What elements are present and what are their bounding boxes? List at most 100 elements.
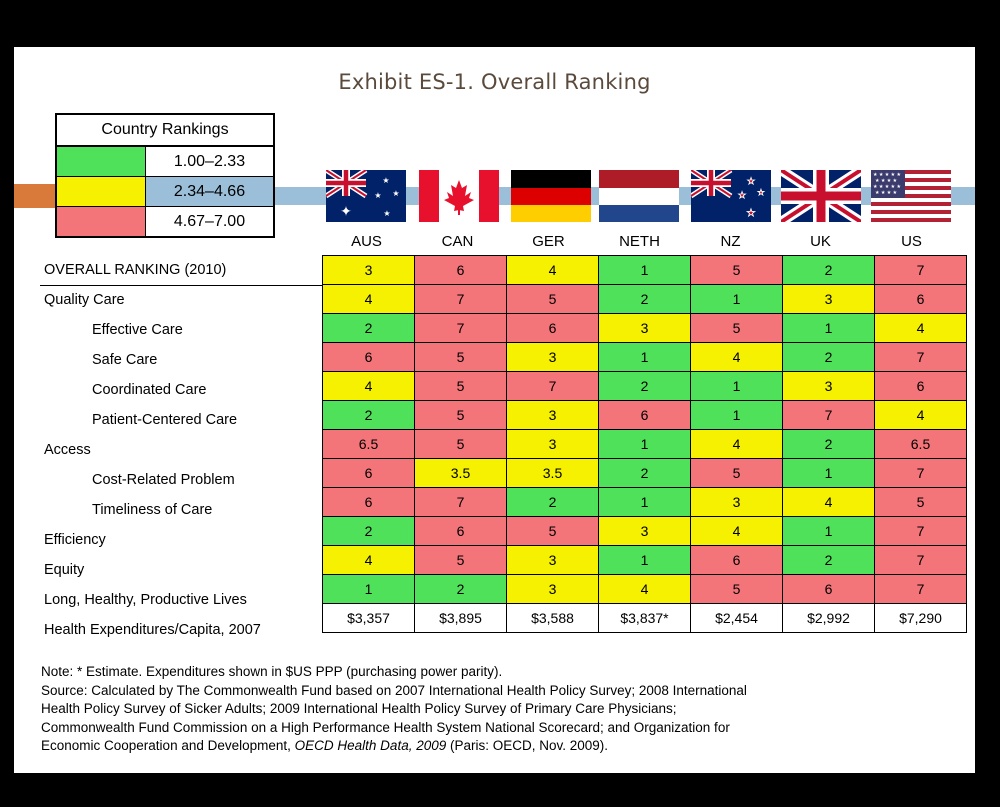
rank-cell: 4: [874, 400, 967, 430]
rank-cell: 3: [598, 516, 691, 546]
rank-cell: 5: [690, 458, 783, 488]
source-text: (Paris: OECD, Nov. 2009).: [446, 738, 609, 753]
rank-cell: $3,357: [322, 603, 415, 633]
svg-text:★ ★ ★ ★: ★ ★ ★ ★: [875, 178, 898, 184]
rank-cell: 3: [782, 284, 875, 314]
legend-swatch-red: [57, 207, 146, 236]
rank-cell: 5: [690, 574, 783, 604]
table-row: 6.5 5 3 1 4 2 6.5: [322, 429, 967, 459]
rank-cell: 4: [690, 516, 783, 546]
canada-flag-icon: [419, 170, 499, 222]
svg-text:★ ★ ★ ★: ★ ★ ★ ★: [875, 190, 898, 196]
rank-cell: 4: [322, 545, 415, 575]
rank-cell: 3: [322, 255, 415, 285]
legend-range: 2.34–4.66: [146, 177, 273, 206]
svg-text:★: ★: [392, 189, 399, 198]
row-label-effective-care: Effective Care: [92, 322, 183, 338]
rank-cell: 6: [322, 458, 415, 488]
rank-cell: 7: [874, 516, 967, 546]
row-label-timeliness-of-care: Timeliness of Care: [92, 502, 213, 518]
rank-cell: $3,895: [414, 603, 507, 633]
exhibit-title: Exhibit ES-1. Overall Ranking: [338, 70, 651, 94]
legend-header: Country Rankings: [57, 115, 273, 147]
rank-cell: 5: [414, 545, 507, 575]
rank-cell: 2: [782, 255, 875, 285]
netherlands-flag-icon: [599, 170, 679, 222]
row-label-safe-care: Safe Care: [92, 352, 158, 368]
rank-cell: 1: [598, 545, 691, 575]
svg-text:★: ★: [757, 188, 764, 197]
rank-cell: 5: [690, 255, 783, 285]
rank-cell: 3: [782, 371, 875, 401]
australia-flag-icon: ✦ ★ ★ ★ ★: [326, 170, 406, 222]
rank-cell: 2: [782, 545, 875, 575]
rank-cell: 7: [506, 371, 599, 401]
row-label-coordinated-care: Coordinated Care: [92, 382, 207, 398]
rank-cell: 6: [322, 487, 415, 517]
slide: Exhibit ES-1. Overall Ranking Country Ra…: [14, 47, 975, 773]
row-label-access: Access: [44, 442, 91, 458]
source-text: Economic Cooperation and Development,: [41, 738, 295, 753]
rank-cell: 2: [506, 487, 599, 517]
source-line: Source: Calculated by The Commonwealth F…: [41, 682, 747, 698]
source-line: Health Policy Survey of Sicker Adults; 2…: [41, 701, 677, 716]
rank-cell: 3: [598, 313, 691, 343]
rank-cell: 6: [414, 255, 507, 285]
rank-cell: 3: [506, 574, 599, 604]
rank-cell: 4: [874, 313, 967, 343]
rank-cell: 1: [690, 371, 783, 401]
rank-cell: 6: [598, 400, 691, 430]
rank-cell: 5: [414, 342, 507, 372]
svg-text:★: ★: [374, 191, 381, 200]
row-label-long-healthy-productive-lives: Long, Healthy, Productive Lives: [44, 592, 247, 608]
rank-cell: 7: [874, 574, 967, 604]
rank-cell: 5: [506, 284, 599, 314]
row-label-equity: Equity: [44, 562, 85, 578]
row-label-efficiency: Efficiency: [44, 532, 106, 548]
row-label-patient-centered-care: Patient-Centered Care: [92, 412, 238, 428]
rank-cell: 2: [322, 516, 415, 546]
legend-box: Country Rankings 1.00–2.33 2.34–4.66 4.6…: [55, 113, 275, 238]
united-kingdom-flag-icon: [781, 170, 861, 222]
legend-range: 4.67–7.00: [173, 213, 246, 230]
country-label-uk: UK: [810, 233, 831, 250]
table-row: 6 3.5 3.5 2 5 1 7: [322, 458, 967, 488]
rank-cell: 5: [874, 487, 967, 517]
legend-row-red: 4.67–7.00: [57, 207, 273, 236]
rank-cell: 6: [506, 313, 599, 343]
rank-cell: 1: [782, 516, 875, 546]
rank-cell: 1: [782, 458, 875, 488]
country-label-can: CAN: [441, 233, 474, 250]
rank-cell: 2: [598, 284, 691, 314]
rank-cell: 5: [690, 313, 783, 343]
rank-cell: 5: [414, 371, 507, 401]
rank-cell: 1: [598, 255, 691, 285]
rank-cell: $3,588: [506, 603, 599, 633]
rank-cell: 3.5: [414, 458, 507, 488]
rank-cell: 3: [506, 400, 599, 430]
rank-cell: 6: [322, 342, 415, 372]
rank-cell: 7: [874, 545, 967, 575]
rank-cell: 7: [414, 284, 507, 314]
note-text: Note: * Estimate. Expenditures shown in …: [41, 664, 503, 679]
rank-cell: 3: [506, 429, 599, 459]
rank-cell: 2: [598, 371, 691, 401]
svg-text:★: ★: [747, 176, 755, 186]
rank-cell: 2: [322, 313, 415, 343]
germany-flag-icon: [511, 170, 591, 222]
rank-cell: 3: [506, 545, 599, 575]
rank-cell: 6.5: [874, 429, 967, 459]
svg-text:★: ★: [738, 190, 746, 200]
rank-cell: 6: [414, 516, 507, 546]
row-label-cost-related-problem: Cost-Related Problem: [92, 472, 235, 488]
svg-text:★ ★ ★ ★ ★: ★ ★ ★ ★ ★: [873, 184, 901, 190]
